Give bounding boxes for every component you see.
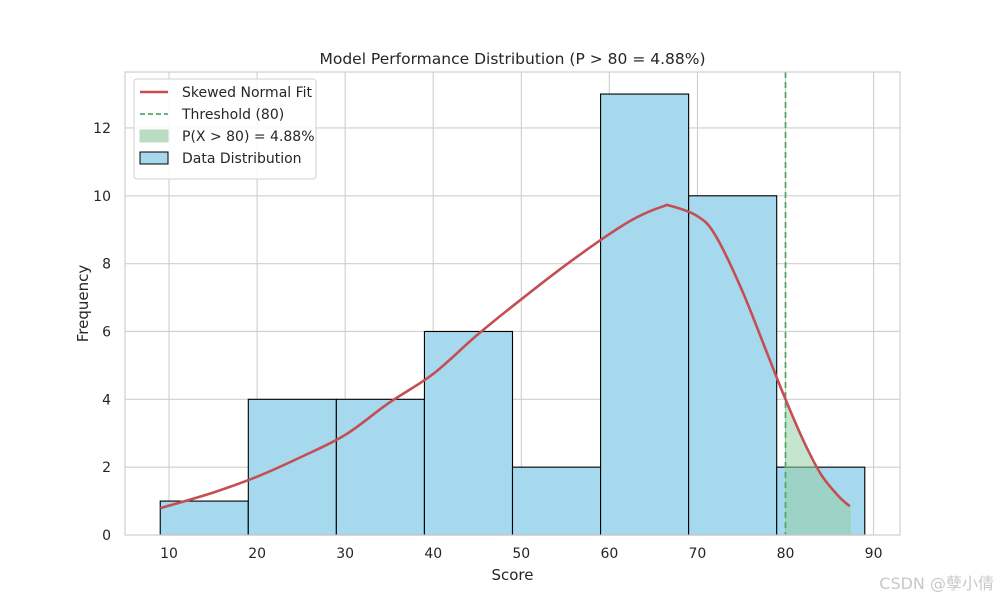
legend-item: P(X > 80) = 4.88% — [139, 129, 315, 145]
histogram-bar — [335, 398, 425, 536]
legend-label: Data Distribution — [182, 151, 302, 167]
legend-box — [133, 78, 317, 180]
x-tick-label: 90 — [865, 546, 883, 562]
fit-curve-line — [159, 203, 851, 510]
y-tick-label: 4 — [102, 392, 111, 408]
fit-curve-layer — [159, 203, 851, 510]
histogram-bar — [600, 93, 690, 536]
histogram-bar — [423, 330, 514, 536]
legend-item: Threshold (80) — [140, 107, 284, 123]
y-tick-label: 8 — [102, 257, 111, 273]
legend-item: Data Distribution — [139, 151, 302, 167]
chart-title: Model Performance Distribution (P > 80 =… — [319, 50, 705, 68]
x-tick-label: 20 — [248, 546, 266, 562]
x-axis-label: Score — [491, 566, 533, 584]
plot-frame — [124, 71, 901, 536]
y-tick-label: 6 — [102, 324, 111, 340]
x-tick-label: 80 — [777, 546, 795, 562]
legend-label: P(X > 80) = 4.88% — [182, 129, 315, 145]
x-tick-label: 30 — [336, 546, 354, 562]
x-tick-label: 10 — [160, 546, 178, 562]
y-tick-label: 12 — [93, 121, 111, 137]
x-tick-label: 40 — [424, 546, 442, 562]
histogram-bar — [688, 195, 778, 536]
legend-item: Skewed Normal Fit — [140, 85, 313, 101]
y-tick-label: 0 — [102, 528, 111, 544]
histogram-bar — [247, 398, 337, 536]
legend: Skewed Normal Fit Threshold (80) P(X > 80)… — [133, 78, 317, 180]
legend-label: Skewed Normal Fit — [182, 85, 313, 101]
y-tick-label: 10 — [93, 189, 111, 205]
x-tick-labels: 10 20 30 40 50 60 70 80 90 — [160, 546, 882, 562]
y-axis-label: Frequency — [74, 265, 92, 343]
watermark-text: CSDN @孽小倩 — [879, 574, 994, 593]
histogram-bar — [159, 500, 249, 536]
x-tick-label: 50 — [512, 546, 530, 562]
x-tick-label: 60 — [600, 546, 618, 562]
legend-label: Threshold (80) — [181, 107, 284, 123]
legend-patch-swatch — [139, 129, 169, 143]
x-tick-label: 70 — [689, 546, 707, 562]
histogram-bar — [511, 466, 602, 536]
y-tick-label: 2 — [102, 460, 111, 476]
legend-patch-swatch — [139, 151, 169, 165]
y-tick-labels: 0 2 4 6 8 10 12 — [93, 121, 111, 544]
